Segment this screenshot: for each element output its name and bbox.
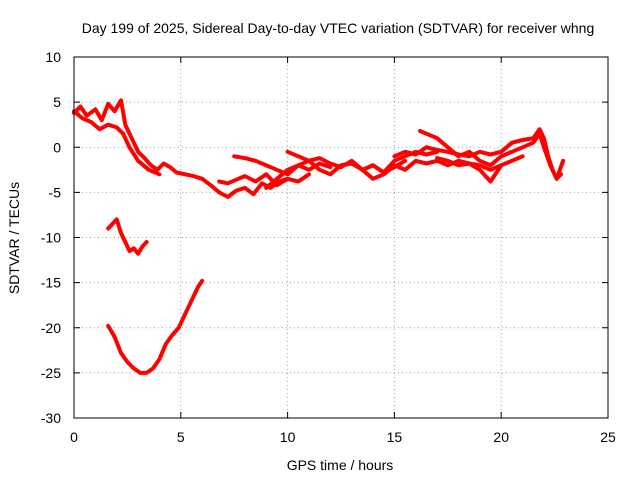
y-tick-label: 5 (53, 94, 61, 110)
x-tick-label: 20 (493, 429, 509, 445)
y-axis-label: SDTVAR / TECUs (6, 182, 22, 294)
y-tick-label: -15 (41, 275, 61, 291)
series-arc-2 (72, 109, 162, 177)
chart-title: Day 199 of 2025, Sidereal Day-to-day VTE… (82, 20, 595, 36)
data-series (72, 98, 566, 375)
x-tick-label: 10 (280, 429, 296, 445)
series-arc-10 (435, 154, 525, 184)
x-tick-label: 25 (600, 429, 616, 445)
x-tick-label: 15 (387, 429, 403, 445)
y-tick-label: -25 (41, 365, 61, 381)
series-arc-1 (72, 98, 290, 199)
series-arc-9 (418, 129, 566, 181)
grid (74, 57, 608, 418)
x-axis-label: GPS time / hours (287, 457, 394, 473)
y-tick-label: -30 (41, 410, 61, 426)
y-tick-label: -20 (41, 320, 61, 336)
series-arc-3 (217, 172, 311, 188)
series-arc-7 (360, 158, 504, 181)
series-arc-12 (106, 278, 205, 375)
x-tick-label: 5 (177, 429, 185, 445)
y-tick-label: 10 (45, 49, 61, 65)
y-tick-label: -5 (49, 184, 62, 200)
y-tick-label: 0 (53, 139, 61, 155)
axis-ticks: 0 5 10 15 20 25 -30 -25 -20 -15 -10 -5 0 5 10 (41, 49, 616, 445)
y-tick-label: -10 (41, 230, 61, 246)
series-arc-11 (106, 217, 149, 256)
x-tick-label: 0 (70, 429, 78, 445)
